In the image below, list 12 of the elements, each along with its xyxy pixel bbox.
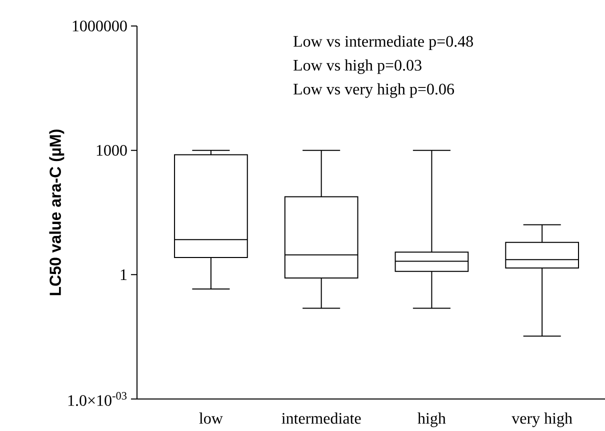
y-axis-title: LC50 value ara-C (µM) <box>49 130 64 296</box>
y-tick-label: 1 <box>120 269 127 280</box>
y-tick-label: 1000 <box>96 144 127 156</box>
y-tick-label: 1000000 <box>72 20 127 32</box>
annotation: Low vs very high p=0.06 <box>293 83 454 98</box>
annotation: Low vs intermediate p=0.48 <box>293 36 473 50</box>
x-tick-label: very high <box>512 412 572 428</box>
annotation: Low vs high p=0.03 <box>293 59 422 74</box>
x-tick-label: low <box>199 412 223 424</box>
x-tick-label: high <box>418 412 446 428</box>
y-tick-label: 1.0×10$^{-03}$ <box>68 392 127 406</box>
x-tick-label: intermediate <box>282 412 361 424</box>
